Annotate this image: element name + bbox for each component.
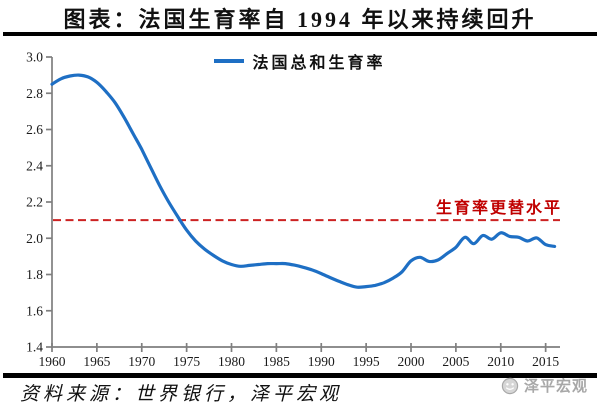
- x-tick-label: 1985: [263, 354, 290, 369]
- x-tick-label: 2005: [442, 354, 469, 369]
- x-tick-label: 2015: [532, 354, 559, 369]
- legend: 法国总和生育率: [0, 49, 600, 73]
- watermark-text: 泽平宏观: [523, 379, 588, 395]
- replacement-level-label: 生育率更替水平: [435, 200, 562, 217]
- x-tick-label: 1970: [128, 354, 155, 369]
- y-tick-label: 1.8: [26, 267, 43, 282]
- x-tick-label: 2000: [398, 354, 425, 369]
- x-tick-label: 1980: [218, 354, 245, 369]
- x-tick-label: 1990: [308, 354, 335, 369]
- x-tick-label: 1995: [353, 354, 380, 369]
- footer-divider: [3, 373, 597, 378]
- y-tick-label: 2.0: [26, 231, 43, 246]
- x-tick-label: 1975: [173, 354, 200, 369]
- legend-label: 法国总和生育率: [252, 55, 386, 72]
- y-tick-label: 2.4: [26, 158, 43, 173]
- x-tick-label: 2010: [487, 354, 514, 369]
- y-tick-label: 2.2: [26, 195, 43, 210]
- legend-line-swatch: [214, 59, 245, 63]
- source-note: 资料来源：世界银行，泽平宏观: [20, 384, 343, 405]
- fertility-rate-curve: [50, 73, 557, 289]
- y-tick-label: 2.6: [26, 122, 43, 137]
- title-divider: [3, 32, 597, 36]
- x-tick-label: 1965: [83, 354, 110, 369]
- zeping-logo-icon: [501, 377, 519, 394]
- page-title: 图表：法国生育率自 1994 年以来持续回升: [63, 7, 537, 32]
- y-tick-label: 2.8: [26, 86, 43, 101]
- watermark: 泽平宏观: [501, 375, 588, 396]
- y-tick-label: 1.6: [26, 303, 43, 318]
- x-tick-label: 1960: [39, 354, 66, 369]
- y-tick-label: 1.4: [26, 340, 43, 355]
- y-tick-label: 3.0: [26, 50, 43, 65]
